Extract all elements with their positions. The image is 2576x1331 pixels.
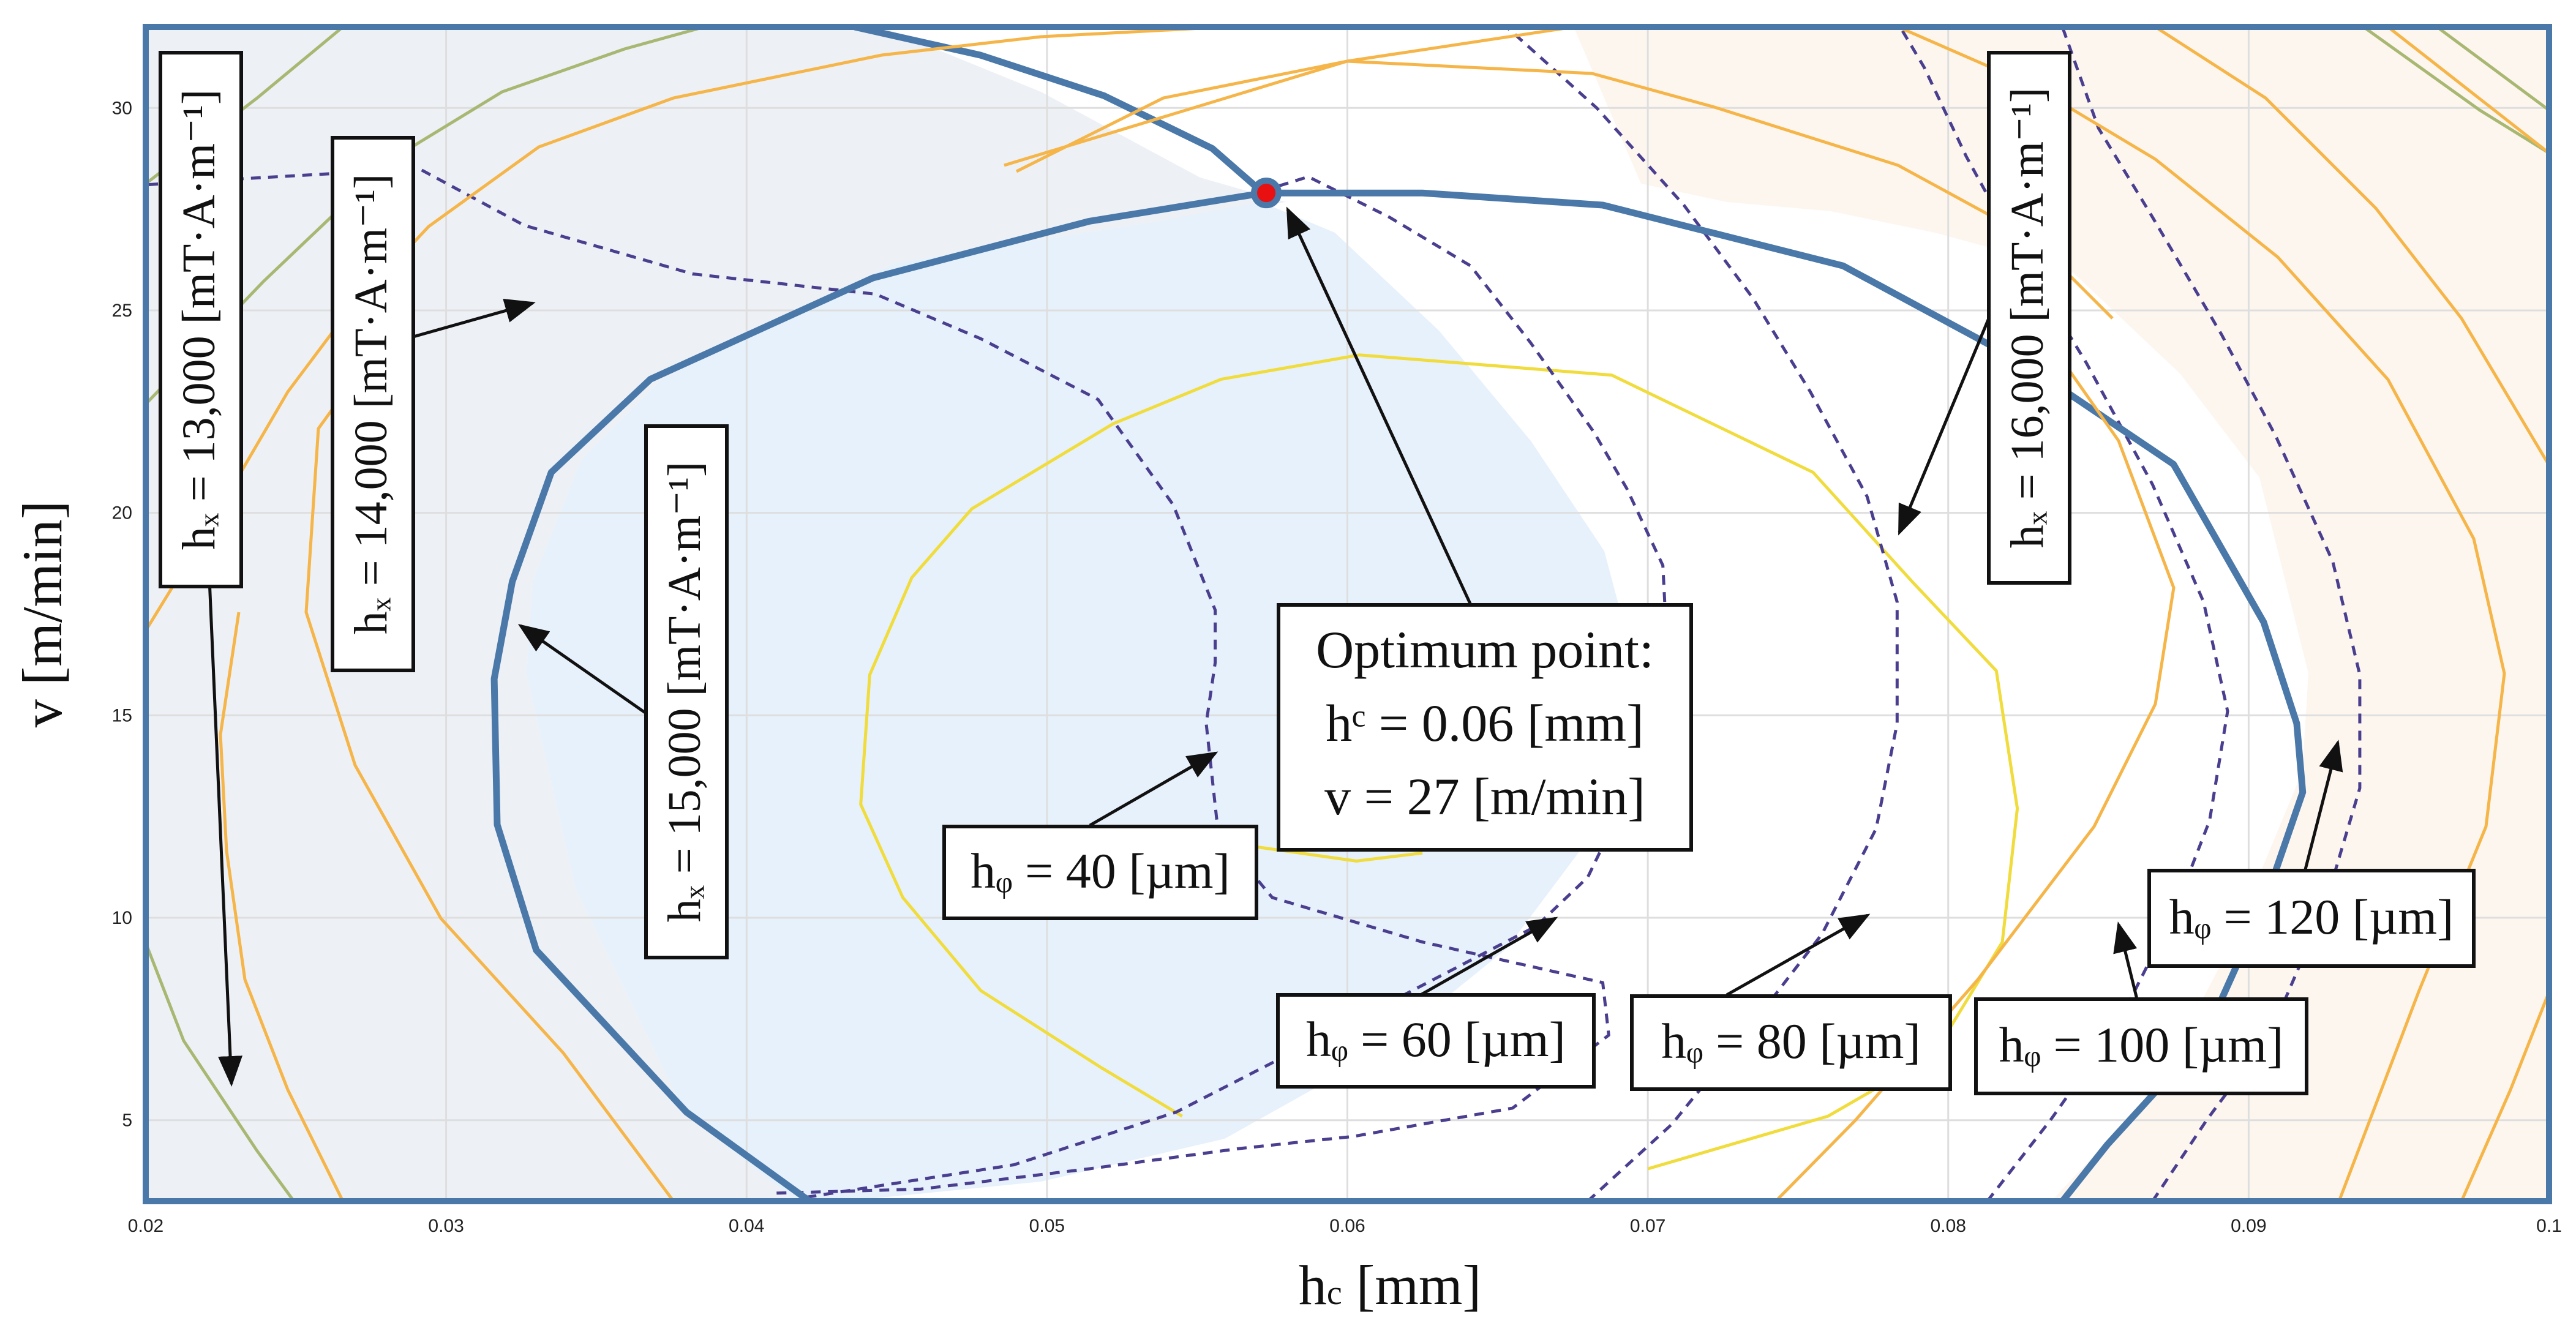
label-hf15000-box (644, 424, 729, 959)
x-tick-labels: 0.02 0.03 0.04 0.05 0.06 0.07 0.08 0.09 0.1 (128, 1216, 2562, 1236)
contour-hf15000 (490, 189, 2307, 1201)
x-axis-title: hc [mm] (1299, 1254, 1481, 1316)
label-hz40-text: hᵩ = 40 [µm] (971, 843, 1230, 899)
x-tick-label: 0.07 (1630, 1216, 1665, 1236)
shade-left-region (146, 27, 1286, 1201)
arrow-hz100 (2113, 921, 2139, 1000)
y-tick-labels: 5 10 15 20 25 30 (112, 98, 132, 1130)
x-tick-label: 0.05 (1029, 1216, 1065, 1236)
label-hf16000: hₓ = 16,000 [mT·A·m⁻¹] (1987, 51, 2071, 585)
label-hf14000-text: hₓ = 14,000 [mT·A·m⁻¹] (345, 174, 397, 635)
x-tick-label: 0.08 (1931, 1216, 1966, 1236)
x-tick-label: 0.03 (428, 1216, 464, 1236)
label-hz100-text: hᵩ = 100 [µm] (1999, 1017, 2284, 1073)
arrow-hz60 (1419, 917, 1558, 997)
contour-hf15000-upper-branch (854, 27, 1266, 196)
label-hz100: hᵩ = 100 [µm] (1974, 997, 2308, 1095)
label-hf15000: hₓ = 15,000 [mT·A·m⁻¹] (644, 424, 729, 959)
contour-lines (146, 27, 2362, 1201)
x-tick-label: 0.02 (128, 1216, 163, 1236)
olive-contour-d (2436, 27, 2549, 112)
arrow-optimum (1286, 206, 1473, 606)
orange-contour-f (1774, 317, 2176, 1201)
label-hf13000: hₓ = 13,000 [mT·A·m⁻¹] (159, 51, 243, 588)
x-tick-label: 0.09 (2231, 1216, 2266, 1236)
contour-hz60 (806, 175, 1670, 1199)
y-tick-label: 5 (122, 1111, 132, 1131)
y-tick-label: 25 (112, 301, 132, 321)
orange-contour-j (2460, 991, 2549, 1201)
label-optimum-line1: Optimum point: (1316, 620, 1654, 679)
contour-hz120 (2060, 27, 2362, 1201)
label-hz120-text: hᵩ = 120 [µm] (2169, 889, 2454, 945)
plot-frame (143, 24, 2552, 1204)
label-hz60: hᵩ = 60 [µm] (1276, 993, 1596, 1089)
arrow-hz80 (1725, 913, 1871, 997)
label-optimum-line3: v = 27 [m/min] (1324, 767, 1645, 826)
label-hz80: hᵩ = 80 [µm] (1630, 994, 1952, 1091)
label-hz40-box (942, 825, 1258, 920)
label-hf14000: hₓ = 14,000 [mT·A·m⁻¹] (331, 136, 415, 672)
arrow-hz40 (1089, 751, 1219, 827)
label-hz80-text: hᵩ = 80 [µm] (1661, 1013, 1921, 1069)
label-hf16000-box (1987, 51, 2071, 585)
orange-contour-b (304, 317, 675, 1201)
label-hz60-text: hᵩ = 60 [µm] (1306, 1011, 1566, 1067)
orange-contour-h (2154, 27, 2549, 467)
label-hf15000-text: hₓ = 15,000 [mT·A·m⁻¹] (659, 462, 710, 923)
y-tick-label: 20 (112, 503, 132, 523)
arrow-hz120 (2304, 740, 2343, 870)
arrow-hf16000 (1898, 318, 1991, 536)
arrow-hf13000 (206, 550, 243, 1087)
label-optimum-line2: hᶜ = 0.06 [mm] (1326, 694, 1644, 752)
y-tick-label: 15 (112, 705, 132, 725)
label-hf16000-text: hₓ = 16,000 [mT·A·m⁻¹] (2002, 88, 2053, 549)
label-hz120: hᵩ = 120 [µm] (2147, 869, 2476, 968)
label-hz100-box (1974, 997, 2308, 1095)
y-tick-label: 30 (112, 98, 132, 118)
contour-hf16000-core (1242, 843, 1423, 863)
label-hf13000-box (159, 51, 243, 588)
orange-contour-a (146, 27, 1225, 632)
arrow-hf15000 (517, 624, 647, 715)
label-hf13000-text: hₓ = 13,000 [mT·A·m⁻¹] (173, 89, 225, 550)
y-tick-label: 10 (112, 908, 132, 928)
label-hz120-box (2147, 869, 2476, 968)
shade-blue-region (527, 202, 1629, 1201)
optimum-point-marker (1251, 178, 1282, 209)
orange-contour-i (2387, 27, 2549, 154)
contour-hf16000-inner-yellow (859, 353, 2019, 1171)
olive-contour-e (2362, 27, 2549, 155)
annotation-arrows (206, 206, 2343, 1087)
label-hf14000-box (331, 136, 415, 672)
label-hz60-box (1276, 993, 1596, 1089)
olive-contour-b (146, 27, 705, 405)
label-optimum-box (1277, 603, 1693, 852)
label-hz40: hᵩ = 40 [µm] (942, 825, 1258, 920)
orange-contour-c (219, 612, 345, 1201)
label-hz80-box (1630, 994, 1952, 1091)
arrow-hf14000 (413, 298, 536, 339)
olive-contour-c (146, 942, 296, 1201)
contour-hz100 (1899, 27, 2229, 1201)
x-tick-label: 0.06 (1329, 1216, 1365, 1236)
x-tick-label: 0.04 (729, 1216, 764, 1236)
y-axis-title: v [m/min] (11, 501, 73, 728)
x-tick-label: 0.1 (2536, 1216, 2562, 1236)
label-optimum: Optimum point: hᶜ = 0.06 [mm] v = 27 [m/… (1277, 603, 1693, 852)
